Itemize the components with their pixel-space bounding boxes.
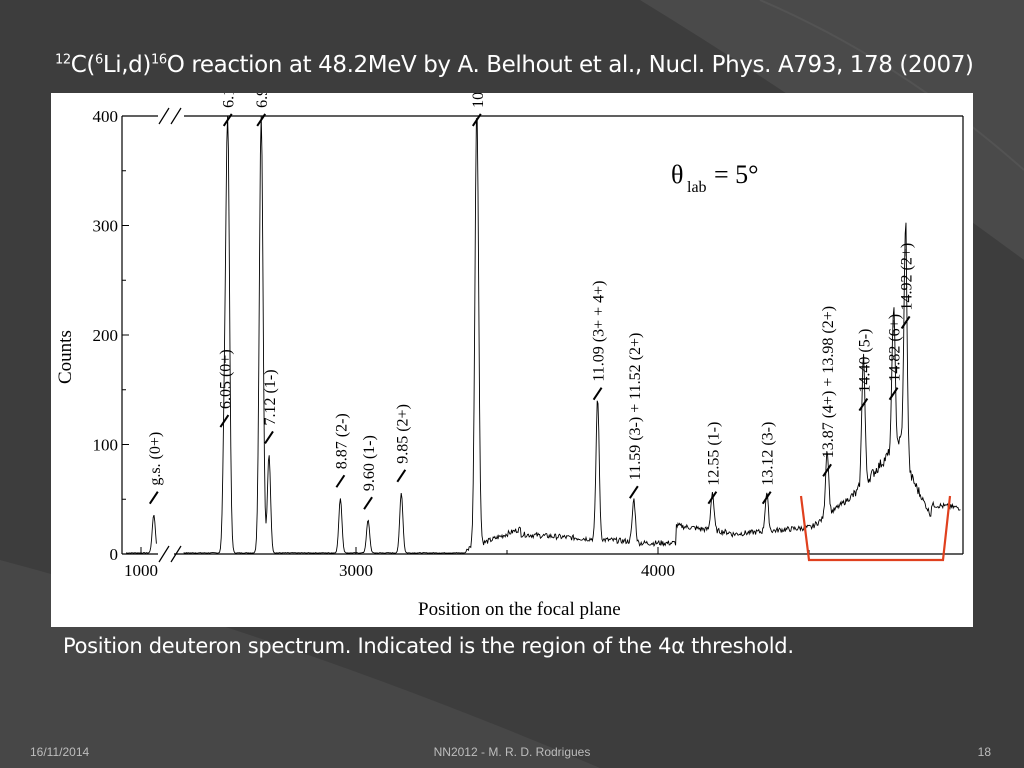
spectrum-figure: 0 100 200 300 400 1000 3000 4000 g.s. (0+) 6.05…: [51, 93, 973, 627]
spectrum-chart: 0 100 200 300 400 1000 3000 4000 g.s. (0+) 6.05…: [55, 93, 964, 620]
peak-marker: 9.85 (2+): [394, 404, 411, 483]
svg-text:lab: lab: [687, 179, 707, 196]
peak-marker: 7.12 (1-): [262, 369, 279, 445]
y-tick-label: 0: [110, 545, 119, 564]
x-axis-label: Position on the focal plane: [418, 599, 621, 620]
peak-marker: 13.12 (3-): [760, 422, 777, 505]
y-tick-label: 400: [93, 107, 119, 126]
peak-label: 9.85 (2+): [394, 404, 411, 464]
peak-marker: 6.92 (2+): [254, 93, 271, 127]
svg-text:= 5°: = 5°: [714, 160, 759, 189]
peak-marker: 10.35 (4+): [470, 93, 487, 127]
alpha-symbol: α: [671, 634, 685, 658]
peak-marker: 12.55 (1-): [705, 422, 722, 505]
peak-label: 13.12 (3-): [760, 422, 777, 486]
peak-label: 9.60 (1-): [361, 435, 378, 491]
x-tick-label: 4000: [641, 561, 675, 580]
peak-label: 11.09 (3+ + 4+): [591, 281, 608, 382]
peak-label: g.s. (0+): [147, 432, 164, 486]
y-ticks: 0 100 200 300 400: [93, 107, 129, 564]
peak-label: 8.87 (2-): [333, 413, 350, 469]
peak-label: 6.05 (0+): [217, 349, 234, 409]
spectrum-line: [126, 115, 961, 554]
peak-label: 12.55 (1-): [705, 422, 722, 486]
axis-break-top: [158, 107, 182, 125]
x-ticks: 1000 3000 4000: [124, 547, 810, 580]
y-axis-label: Counts: [55, 330, 76, 384]
alpha-threshold-bracket: [799, 495, 952, 562]
footer-date: 16/11/2014: [30, 745, 90, 759]
peak-marker: 9.60 (1-): [361, 435, 378, 510]
peak-label: 10.35 (4+): [470, 93, 487, 108]
footer-page-number: 18: [977, 745, 991, 759]
peak-marker: 6.05 (0+): [217, 349, 234, 428]
x-tick-label: 3000: [339, 561, 373, 580]
peak-label: 6.13 (3-): [221, 93, 238, 108]
slide-caption: Position deuteron spectrum. Indicated is…: [63, 634, 794, 658]
peak-marker: 14.40 (5-): [856, 329, 873, 412]
footer-author: NN2012 - M. R. D. Rodrigues: [433, 745, 591, 759]
peak-marker: 13.87 (4+) + 13.98 (2+): [820, 306, 837, 477]
svg-text:θ: θ: [671, 160, 683, 189]
peak-marker: 14.92 (2+): [899, 243, 916, 330]
peak-marker: 14.82 (6+): [887, 314, 904, 401]
slide-title: 12C(6Li,d)16O reaction at 48.2MeV by A. …: [55, 52, 974, 78]
peak-markers: g.s. (0+) 6.05 (0+) 6.13 (3-) 6.92 (2+) 7.12…: [147, 93, 916, 510]
axis-break-bottom: [158, 545, 182, 563]
peak-marker: 11.09 (3+ + 4+): [591, 281, 608, 401]
y-tick-label: 300: [93, 217, 119, 236]
theta-lab-label: θ lab = 5°: [671, 160, 759, 196]
peak-marker: 6.13 (3-): [221, 93, 238, 127]
peak-marker: 11.59 (3-) + 11.52 (2+): [627, 333, 644, 499]
peak-marker: 8.87 (2-): [333, 413, 350, 488]
peak-label: 11.59 (3-) + 11.52 (2+): [627, 333, 644, 481]
y-tick-label: 100: [93, 436, 119, 455]
peak-label: 6.92 (2+): [254, 93, 271, 108]
peak-label: 13.87 (4+) + 13.98 (2+): [820, 306, 837, 458]
peak-label: 14.40 (5-): [856, 329, 873, 393]
peak-label: 14.92 (2+): [899, 243, 916, 311]
x-tick-label: 1000: [124, 561, 158, 580]
y-tick-label: 200: [93, 326, 119, 345]
peak-label: 7.12 (1-): [262, 369, 279, 425]
peak-label: 14.82 (6+): [887, 314, 904, 382]
peak-marker: g.s. (0+): [147, 432, 164, 505]
